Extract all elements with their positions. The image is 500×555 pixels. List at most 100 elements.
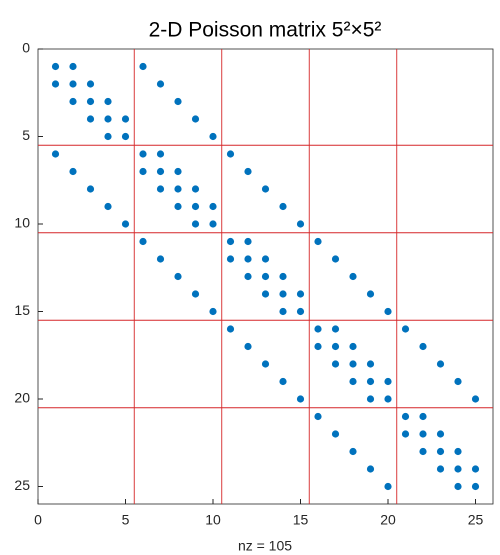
point — [191, 202, 200, 211]
point — [191, 115, 200, 123]
point — [174, 97, 182, 106]
point — [436, 447, 445, 456]
point — [471, 395, 480, 403]
point — [86, 80, 95, 88]
point — [121, 115, 130, 123]
point — [69, 167, 77, 176]
point — [419, 412, 427, 421]
point — [331, 342, 340, 351]
x-tick-label: 15 — [293, 512, 309, 528]
point — [156, 185, 165, 193]
point — [226, 325, 235, 333]
point — [366, 377, 375, 386]
point — [279, 202, 287, 211]
y-tick-label: 15 — [14, 302, 30, 318]
point — [401, 430, 410, 438]
point — [436, 465, 445, 473]
point — [51, 80, 60, 88]
point — [226, 255, 235, 263]
point — [401, 412, 410, 421]
point — [261, 272, 270, 281]
point — [296, 395, 305, 403]
point — [261, 185, 270, 193]
point — [226, 237, 235, 246]
x-tick-label: 25 — [468, 512, 484, 528]
point — [244, 272, 252, 281]
point — [436, 360, 445, 368]
point — [314, 342, 322, 351]
point — [244, 342, 252, 351]
point — [156, 167, 165, 176]
point — [139, 167, 147, 176]
point — [296, 307, 305, 316]
point — [419, 447, 427, 456]
point — [471, 465, 480, 473]
point — [261, 255, 270, 263]
point — [314, 237, 322, 246]
point — [209, 220, 217, 228]
point — [279, 377, 287, 386]
point — [384, 377, 392, 386]
point — [104, 132, 112, 141]
point — [209, 202, 217, 211]
point — [384, 307, 392, 316]
point — [454, 377, 462, 386]
point — [104, 97, 112, 106]
point — [349, 342, 357, 351]
y-tick-label: 5 — [22, 127, 30, 143]
point — [279, 272, 287, 281]
point — [384, 395, 392, 403]
point — [174, 202, 182, 211]
point — [349, 272, 357, 281]
point — [139, 150, 147, 158]
point — [384, 482, 392, 491]
x-axis-label: nz = 105 — [238, 538, 292, 554]
point — [419, 342, 427, 351]
point — [349, 360, 357, 368]
point — [209, 307, 217, 316]
y-tick-label: 20 — [14, 390, 30, 406]
point — [51, 62, 60, 71]
chart-title: 2-D Poisson matrix 5²×5² — [149, 19, 382, 42]
point — [454, 447, 462, 456]
point — [156, 80, 165, 88]
point — [51, 150, 60, 158]
point — [69, 80, 77, 88]
point — [419, 430, 427, 438]
point — [331, 360, 340, 368]
point — [244, 167, 252, 176]
point — [69, 62, 77, 71]
point — [174, 185, 182, 193]
point — [366, 290, 375, 298]
point — [331, 325, 340, 333]
point — [366, 360, 375, 368]
point — [331, 255, 340, 263]
point — [121, 220, 130, 228]
point — [296, 220, 305, 228]
point — [314, 325, 322, 333]
point — [279, 290, 287, 298]
point — [244, 255, 252, 263]
point — [121, 132, 130, 141]
point — [244, 237, 252, 246]
x-tick-label: 10 — [205, 512, 221, 528]
point — [69, 97, 77, 106]
point — [349, 447, 357, 456]
point — [261, 360, 270, 368]
y-tick-label: 10 — [14, 215, 30, 231]
point — [331, 430, 340, 438]
point — [156, 150, 165, 158]
point — [209, 132, 217, 141]
point — [454, 465, 462, 473]
point — [226, 150, 235, 158]
point — [314, 412, 322, 421]
point — [279, 307, 287, 316]
point — [296, 290, 305, 298]
point — [174, 167, 182, 176]
point — [191, 220, 200, 228]
point — [401, 325, 410, 333]
point — [174, 272, 182, 281]
point — [139, 237, 147, 246]
